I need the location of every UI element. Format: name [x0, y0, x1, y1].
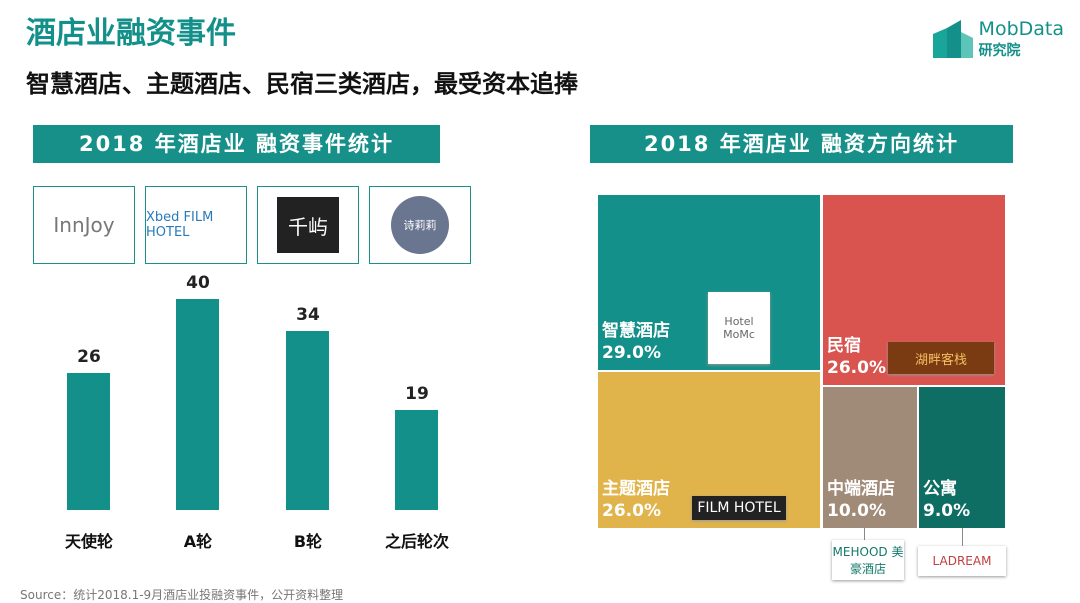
page-title: 酒店业融资事件	[26, 16, 236, 51]
brand-name: MobData	[978, 18, 1064, 40]
bar-value-label: 34	[296, 304, 320, 325]
connector-line	[962, 528, 963, 546]
logo-innjoy: InnJoy	[33, 186, 135, 264]
bar	[286, 330, 329, 510]
tile-logo: FILM HOTEL	[692, 496, 786, 520]
treemap-title: 2018 年酒店业 融资方向统计	[590, 125, 1013, 163]
brand-sub: 研究院	[978, 43, 1021, 59]
logo-shililì: 诗莉莉	[369, 186, 471, 264]
bar	[395, 409, 438, 510]
bar-value-label: 19	[405, 383, 429, 404]
mobdata-logo-icon	[932, 20, 973, 58]
source-note: Source：统计2018.1-9月酒店业投融资事件，公开资料整理	[20, 588, 344, 602]
category-label: 天使轮	[64, 532, 113, 551]
tile-logo: 湖畔客栈	[888, 342, 994, 374]
treemap-tile: 中端酒店 10.0%	[823, 387, 917, 528]
brand-logo: MobData 研究院	[932, 18, 1064, 60]
tile-value: 10.0%	[827, 501, 886, 521]
tile-label: 智慧酒店	[602, 321, 670, 341]
tile-value: 26.0%	[602, 501, 661, 521]
logo-qianyu: 千屿	[257, 186, 359, 264]
bar	[67, 372, 110, 510]
connector-line	[864, 528, 865, 540]
page-subtitle: 智慧酒店、主题酒店、民宿三类酒店，最受资本追捧	[26, 70, 578, 98]
tile-value: 9.0%	[923, 501, 971, 521]
logo-xbed: Xbed FILM HOTEL	[145, 186, 247, 264]
tile-label: 民宿	[827, 336, 861, 356]
tile-value: 26.0%	[827, 358, 886, 378]
category-label: 之后轮次	[384, 532, 449, 551]
bar-chart-title: 2018 年酒店业 融资事件统计	[33, 125, 440, 163]
category-label: B轮	[293, 532, 323, 551]
tile-label: 中端酒店	[827, 479, 895, 499]
bar	[176, 299, 219, 510]
tile-logo: LADREAM	[918, 546, 1006, 576]
tile-value: 29.0%	[602, 343, 661, 363]
treemap-tile: 公寓 9.0%	[919, 387, 1005, 528]
bar-value-label: 40	[186, 273, 210, 293]
tile-label: 公寓	[923, 479, 957, 499]
category-label: A轮	[183, 532, 213, 551]
tile-logo: MEHOOD 美豪酒店	[832, 540, 904, 580]
tile-logo: Hotel MoMc	[708, 292, 770, 364]
tile-label: 主题酒店	[602, 479, 670, 499]
bar-value-label: 26	[77, 346, 101, 367]
